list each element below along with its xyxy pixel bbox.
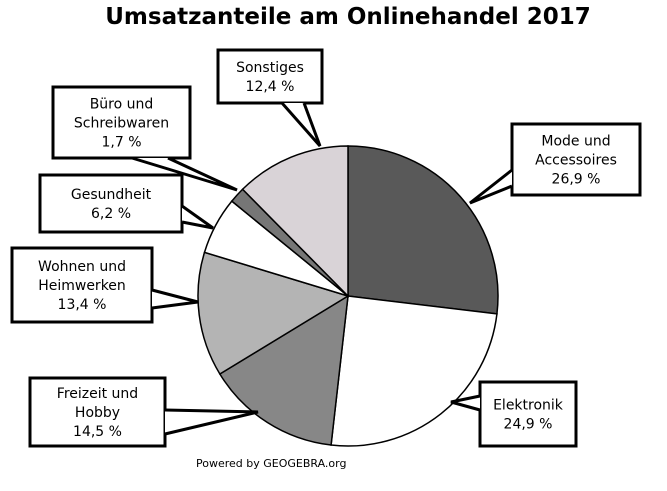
data-label-value: 12,4 % xyxy=(246,79,295,95)
pie-slice xyxy=(197,251,350,376)
callout-label: Gesundheit 6,2 % xyxy=(38,173,214,234)
callout-label: Sonstiges 12,4 % xyxy=(216,48,324,147)
callout-box xyxy=(10,246,154,324)
callout-pointer xyxy=(131,156,238,192)
pie-slices xyxy=(197,145,499,447)
data-label-value: 6,2 % xyxy=(91,206,131,222)
data-label-category: Accessoires xyxy=(535,153,617,169)
data-label-category: Schreibwaren xyxy=(74,116,169,132)
data-label-category: Sonstiges xyxy=(236,60,304,76)
pie-slice xyxy=(218,294,349,446)
data-label-category: Elektronik xyxy=(493,398,564,414)
data-label-category: Wohnen und xyxy=(38,259,126,275)
data-label-category: Mode und xyxy=(541,134,610,150)
data-label-category: Gesundheit xyxy=(71,187,152,203)
callout-box xyxy=(216,48,324,105)
callout-pointer xyxy=(469,168,513,205)
data-label-category: Freizeit und xyxy=(57,386,138,402)
callout-label: Elektronik 24,9 % xyxy=(450,380,578,448)
callout-label: Freizeit und Hobby 14,5 % xyxy=(28,376,259,448)
data-label-value: 24,9 % xyxy=(504,417,553,433)
callout-label: Büro und Schreibwaren 1,7 % xyxy=(51,85,238,192)
data-label-category: Heimwerken xyxy=(38,278,126,294)
callout-box xyxy=(38,173,184,234)
data-label-value: 13,4 % xyxy=(58,297,107,313)
callout-box xyxy=(51,85,192,160)
callout-box xyxy=(510,122,642,197)
pie-slice xyxy=(347,145,499,315)
data-label-value: 1,7 % xyxy=(101,135,141,151)
powered-by-footer[interactable]: Powered by GEOGEBRA.org xyxy=(196,457,347,470)
data-label-category: Büro und xyxy=(90,97,154,113)
callout-pointer xyxy=(151,288,199,310)
callout-pointer xyxy=(280,102,322,147)
callout-pointer xyxy=(181,204,214,230)
callout-pointer xyxy=(450,394,481,412)
pie-slice xyxy=(330,295,498,447)
callout-label: Mode und Accessoires 26,9 % xyxy=(469,122,642,205)
data-label-category: Hobby xyxy=(75,405,120,421)
data-label-value: 26,9 % xyxy=(552,172,601,188)
callout-label: Wohnen und Heimwerken 13,4 % xyxy=(10,246,199,324)
callout-box xyxy=(478,380,578,448)
data-label-value: 14,5 % xyxy=(73,424,122,440)
callout-pointer xyxy=(164,408,259,436)
chart-title: Umsatzanteile am Onlinehandel 2017 xyxy=(105,4,591,30)
pie-slice xyxy=(241,145,349,298)
